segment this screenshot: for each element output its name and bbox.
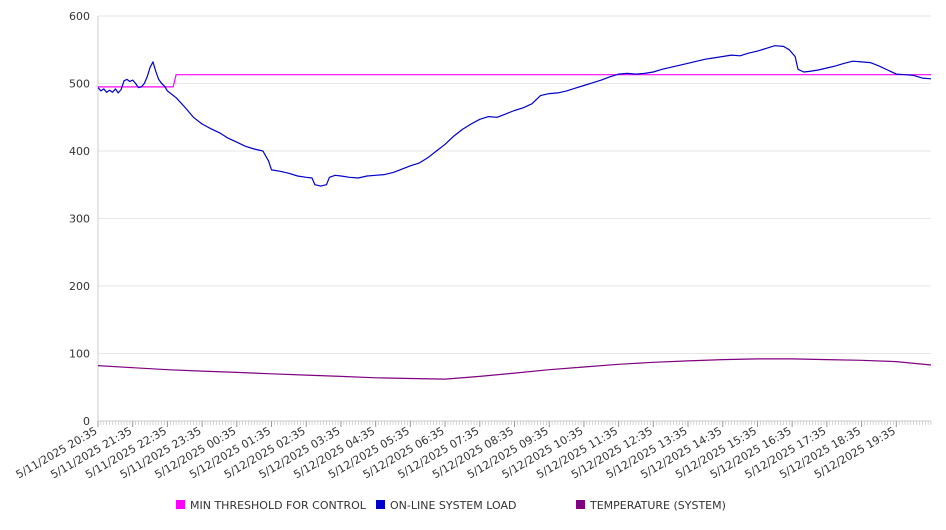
series-line-min-threshold-for-control xyxy=(98,74,931,88)
y-tick-label: 0 xyxy=(83,415,90,428)
y-tick-label: 100 xyxy=(69,348,90,361)
series-line-temperature-system xyxy=(97,358,932,380)
legend-label: TEMPERATURE (SYSTEM) xyxy=(589,499,726,512)
series-lines xyxy=(97,45,932,380)
x-tick-labels: 5/11/2025 20:355/11/2025 21:355/11/2025 … xyxy=(14,424,898,481)
series-line-on-line-system-load xyxy=(97,45,932,187)
y-tick-label: 400 xyxy=(69,145,90,158)
legend-label: MIN THRESHOLD FOR CONTROL xyxy=(190,499,367,512)
y-tick-label: 500 xyxy=(69,78,90,91)
y-tick-label: 200 xyxy=(69,280,90,293)
legend-swatch xyxy=(176,500,185,509)
legend: MIN THRESHOLD FOR CONTROL ON-LINE SYSTEM … xyxy=(176,499,726,512)
y-tick-label: 600 xyxy=(69,10,90,23)
legend-swatch xyxy=(376,500,385,509)
y-tick-label: 300 xyxy=(69,213,90,226)
gridlines xyxy=(98,15,931,354)
legend-label: ON-LINE SYSTEM LOAD xyxy=(390,499,516,512)
axes xyxy=(97,16,932,427)
legend-swatch xyxy=(576,500,585,509)
y-tick-labels: 0 100 200 300 400 500 600 xyxy=(69,10,90,428)
